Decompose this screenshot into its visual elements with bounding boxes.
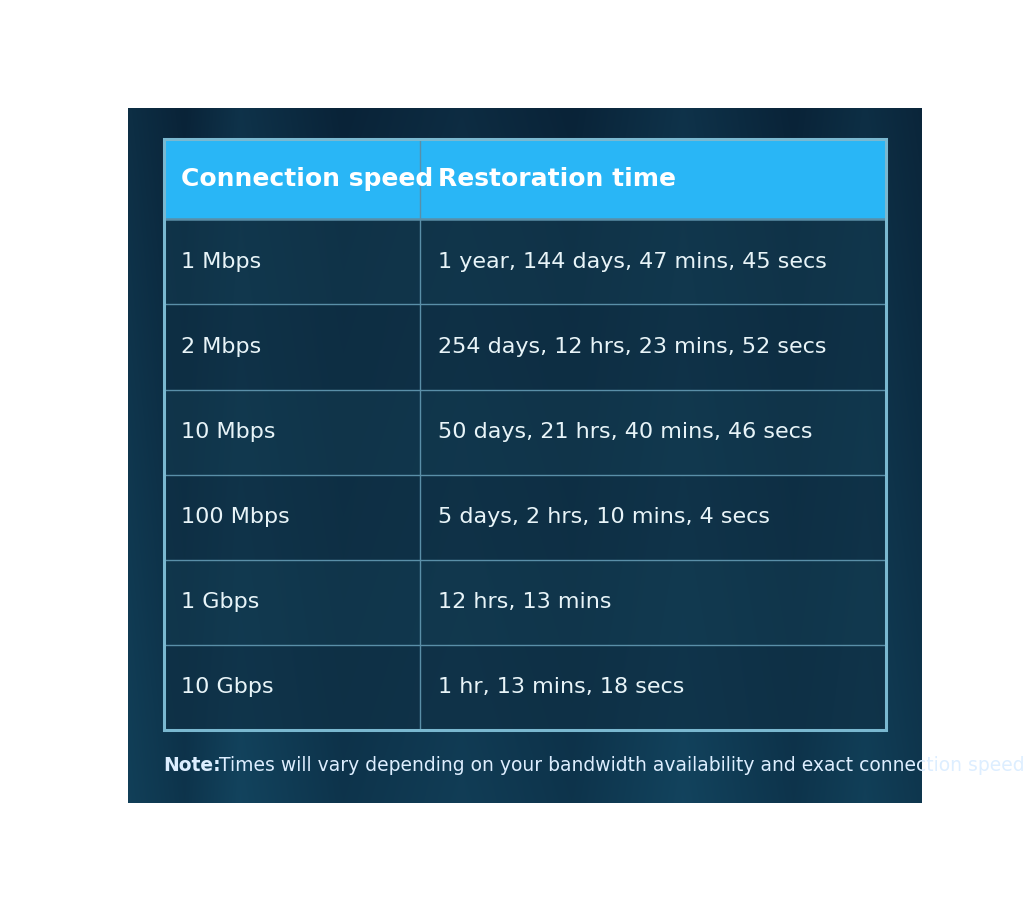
Text: Note:: Note:	[164, 756, 221, 775]
Bar	[164, 559, 886, 645]
Bar	[164, 474, 886, 559]
Text: Connection speed: Connection speed	[181, 168, 433, 191]
Bar	[164, 305, 886, 390]
Text: 2 Mbps: 2 Mbps	[181, 337, 261, 357]
Text: 1 year, 144 days, 47 mins, 45 secs: 1 year, 144 days, 47 mins, 45 secs	[437, 252, 826, 272]
Bar	[164, 390, 886, 474]
Bar	[164, 645, 886, 730]
Text: Times will vary depending on your bandwidth availability and exact connection sp: Times will vary depending on your bandwi…	[213, 756, 1024, 775]
Text: 1 Mbps: 1 Mbps	[181, 252, 261, 272]
Text: 10 Mbps: 10 Mbps	[181, 422, 275, 442]
Text: 254 days, 12 hrs, 23 mins, 52 secs: 254 days, 12 hrs, 23 mins, 52 secs	[437, 337, 826, 357]
Text: 12 hrs, 13 mins: 12 hrs, 13 mins	[437, 593, 611, 612]
Bar	[164, 140, 886, 219]
Text: 100 Mbps: 100 Mbps	[181, 507, 290, 527]
Text: 5 days, 2 hrs, 10 mins, 4 secs: 5 days, 2 hrs, 10 mins, 4 secs	[437, 507, 770, 527]
Bar	[164, 140, 886, 730]
Text: 1 Gbps: 1 Gbps	[181, 593, 259, 612]
Text: 10 Gbps: 10 Gbps	[181, 677, 273, 697]
Text: 50 days, 21 hrs, 40 mins, 46 secs: 50 days, 21 hrs, 40 mins, 46 secs	[437, 422, 812, 442]
Text: 1 hr, 13 mins, 18 secs: 1 hr, 13 mins, 18 secs	[437, 677, 684, 697]
Bar	[164, 219, 886, 305]
Text: Restoration time: Restoration time	[437, 168, 676, 191]
